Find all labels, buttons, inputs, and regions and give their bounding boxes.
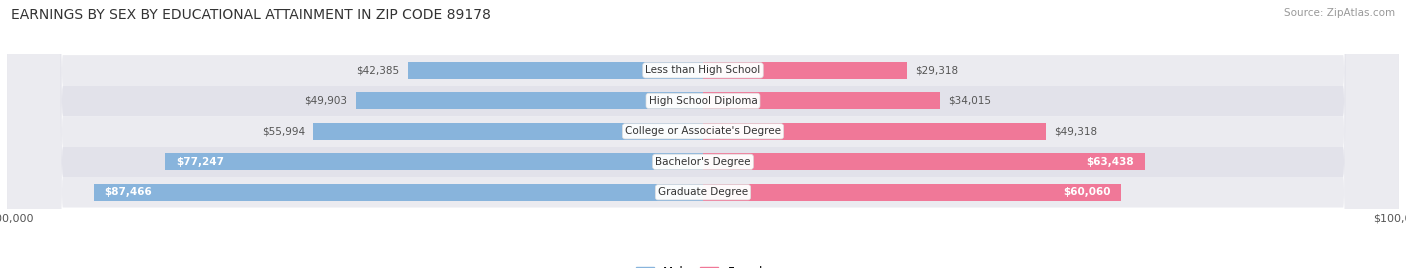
Text: Less than High School: Less than High School (645, 65, 761, 75)
Text: $60,060: $60,060 (1063, 187, 1111, 197)
Text: $34,015: $34,015 (948, 96, 991, 106)
Bar (408, 62, 703, 79)
Text: College or Associate's Degree: College or Associate's Degree (626, 126, 780, 136)
FancyBboxPatch shape (7, 0, 1399, 268)
Text: EARNINGS BY SEX BY EDUCATIONAL ATTAINMENT IN ZIP CODE 89178: EARNINGS BY SEX BY EDUCATIONAL ATTAINMEN… (11, 8, 491, 22)
Text: $55,994: $55,994 (262, 126, 305, 136)
Text: $49,318: $49,318 (1054, 126, 1098, 136)
Text: $42,385: $42,385 (357, 65, 399, 75)
Text: $29,318: $29,318 (915, 65, 959, 75)
FancyBboxPatch shape (7, 0, 1399, 268)
FancyBboxPatch shape (7, 0, 1399, 268)
Text: High School Diploma: High School Diploma (648, 96, 758, 106)
Bar (703, 92, 939, 109)
Bar (703, 123, 1046, 140)
Bar (356, 92, 703, 109)
Text: $87,466: $87,466 (104, 187, 152, 197)
Legend: Male, Female: Male, Female (631, 262, 775, 268)
Text: $49,903: $49,903 (304, 96, 347, 106)
FancyBboxPatch shape (7, 0, 1399, 268)
Bar (703, 153, 1144, 170)
Text: Bachelor's Degree: Bachelor's Degree (655, 157, 751, 167)
Bar (703, 184, 1121, 201)
Text: Source: ZipAtlas.com: Source: ZipAtlas.com (1284, 8, 1395, 18)
Text: Graduate Degree: Graduate Degree (658, 187, 748, 197)
Bar (314, 123, 703, 140)
Bar (166, 153, 703, 170)
Text: $77,247: $77,247 (176, 157, 224, 167)
Text: $63,438: $63,438 (1087, 157, 1135, 167)
Bar (703, 62, 907, 79)
Bar (94, 184, 703, 201)
FancyBboxPatch shape (7, 0, 1399, 268)
